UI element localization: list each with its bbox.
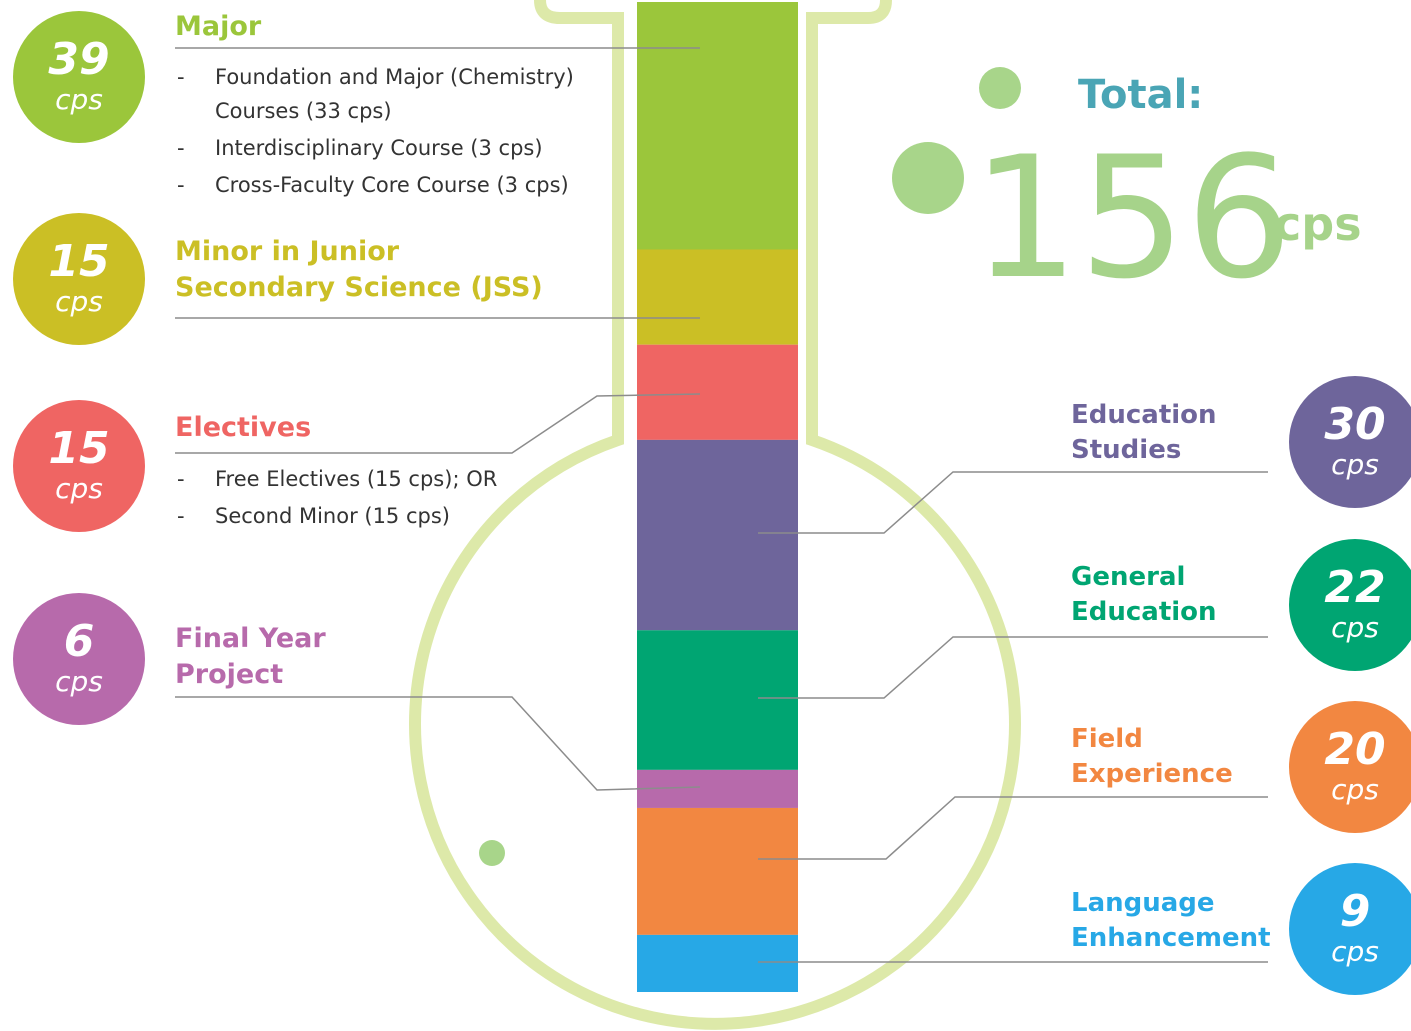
badge-value: 9 — [1340, 886, 1371, 937]
dot — [479, 840, 505, 866]
page: Total: 156 cps 39cpsMajor15cpsMinor in J… — [0, 0, 1411, 1031]
segment-title: Major — [175, 11, 262, 42]
leader-line — [175, 697, 700, 790]
bar-segment — [637, 345, 798, 440]
total-value: 156 — [972, 120, 1293, 316]
dot — [979, 67, 1021, 109]
detail-item: Second Minor (15 cps) — [175, 499, 575, 533]
badge-value: 22 — [1324, 562, 1385, 613]
segment-title: Language — [1071, 888, 1215, 918]
bar-segment — [637, 770, 798, 808]
badge-unit: cps — [55, 472, 103, 505]
badge-value: 20 — [1324, 724, 1385, 775]
bar-segment — [637, 440, 798, 630]
badge-value: 30 — [1324, 399, 1385, 450]
badge-unit: cps — [1331, 448, 1379, 481]
badge-unit: cps — [55, 285, 103, 318]
badge-unit: cps — [1331, 773, 1379, 806]
segment-title: Secondary Science (JSS) — [175, 272, 543, 303]
badge-value: 15 — [48, 236, 109, 287]
badge-unit: cps — [1331, 935, 1379, 968]
detail-list: Free Electives (15 cps); ORSecond Minor … — [175, 462, 575, 536]
segment-title: Electives — [175, 412, 311, 443]
segment-title: Education — [1071, 597, 1217, 627]
badge-value: 6 — [64, 616, 95, 667]
total-label: Total: — [1078, 72, 1203, 118]
badge-value: 15 — [48, 423, 109, 474]
segment-title: Final Year — [175, 623, 326, 654]
badge-unit: cps — [55, 83, 103, 116]
segment-title: Project — [175, 659, 283, 690]
total-unit: cps — [1274, 197, 1362, 251]
leader-line — [758, 797, 1268, 859]
detail-item: Interdisciplinary Course (3 cps) — [175, 131, 575, 165]
segment-title: Experience — [1071, 759, 1233, 789]
segment-title: Minor in Junior — [175, 236, 400, 267]
bar-segment — [637, 808, 798, 935]
segment-title: Field — [1071, 724, 1143, 754]
bar-segment — [637, 630, 798, 770]
segment-title: Education — [1071, 400, 1217, 430]
detail-item: Free Electives (15 cps); OR — [175, 462, 575, 496]
bar-segment — [637, 935, 798, 992]
detail-list: Foundation and Major (Chemistry) Courses… — [175, 60, 575, 205]
bar-segment — [637, 250, 798, 345]
badge-value: 39 — [48, 34, 109, 85]
badge-unit: cps — [1331, 611, 1379, 644]
detail-item: Foundation and Major (Chemistry) Courses… — [175, 60, 575, 128]
badge-unit: cps — [55, 665, 103, 698]
segment-title: Enhancement — [1071, 923, 1271, 953]
segment-title: Studies — [1071, 435, 1181, 465]
bar-segment — [637, 2, 798, 250]
detail-item: Cross-Faculty Core Course (3 cps) — [175, 168, 575, 202]
leader-line — [758, 472, 1268, 533]
dot — [892, 142, 964, 214]
segment-title: General — [1071, 562, 1185, 592]
